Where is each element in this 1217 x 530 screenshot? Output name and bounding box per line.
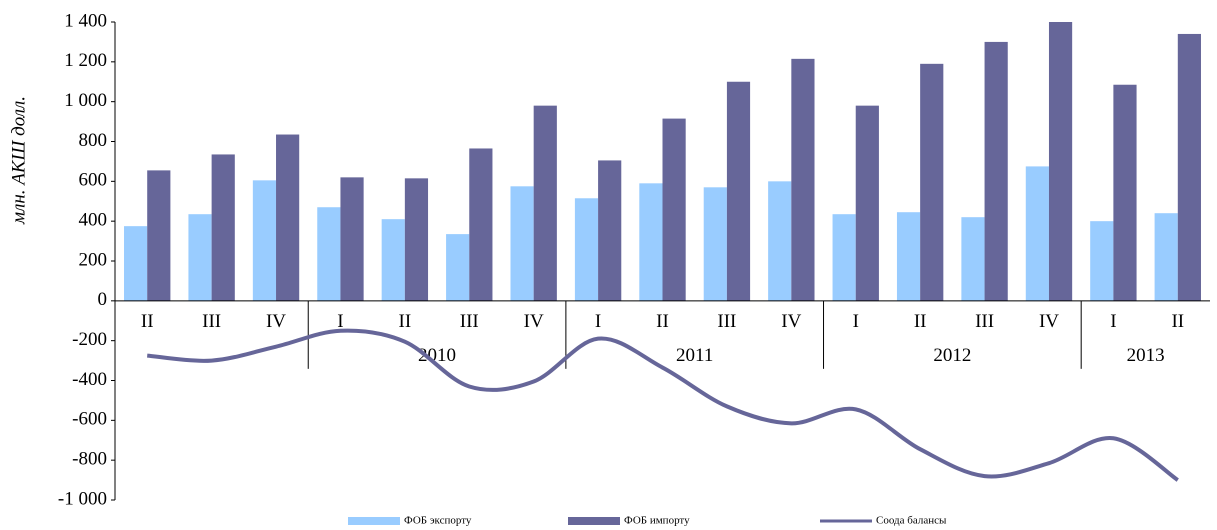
bar [832, 214, 856, 301]
y-tick-label: 400 [79, 210, 108, 231]
legend-label: ФОБ экспорту [404, 515, 472, 527]
legend-swatch [348, 517, 400, 525]
bar [1025, 166, 1049, 301]
x-tick-label: III [460, 311, 479, 332]
bar [1048, 22, 1073, 301]
x-tick-label: II [141, 311, 154, 332]
group-label: 2013 [1127, 345, 1165, 366]
y-tick-label: 1 000 [64, 90, 107, 111]
legend-label: Соода балансы [876, 515, 947, 527]
bar [340, 177, 364, 301]
legend-swatch [568, 517, 620, 525]
x-tick-label: IV [1039, 311, 1059, 332]
y-tick-label: -200 [72, 329, 107, 350]
x-tick-label: III [202, 311, 221, 332]
x-tick-label: IV [781, 311, 801, 332]
x-tick-label: IV [266, 311, 286, 332]
x-tick-label: I [337, 311, 343, 332]
bar [252, 180, 277, 301]
legend: ФОБ экспорту ФОБ импорту Соода балансы [348, 515, 947, 527]
y-tick-label: 1 400 [64, 10, 107, 31]
bar [855, 105, 879, 301]
bar [662, 118, 686, 301]
bar [703, 187, 727, 301]
x-tick-label: IV [524, 311, 544, 332]
bar [1154, 213, 1178, 301]
bar [533, 105, 557, 301]
y-tick-label: -800 [72, 449, 107, 470]
legend-label: ФОБ импорту [624, 515, 690, 527]
y-tick-label: -600 [72, 409, 107, 430]
y-tick-label: -1 000 [58, 488, 107, 509]
x-tick-label: II [1171, 311, 1184, 332]
bar [791, 58, 815, 301]
bar [1113, 84, 1137, 301]
bar [124, 226, 148, 301]
bar [211, 154, 235, 301]
bar [768, 181, 792, 301]
bar [147, 170, 171, 301]
x-tick-label: I [595, 311, 601, 332]
y-tick-label: 1 200 [64, 50, 107, 71]
y-tick-label: 600 [79, 170, 108, 191]
bar [188, 214, 212, 301]
x-tick-label: II [656, 311, 669, 332]
y-axis-label: млн. АКШ долл. [8, 96, 29, 225]
bar [984, 41, 1008, 301]
x-tick-label: II [399, 311, 412, 332]
group-label: 2011 [676, 345, 713, 366]
bar [1177, 33, 1201, 301]
bar [920, 63, 944, 301]
bar [598, 160, 622, 301]
x-tick-label: III [975, 311, 994, 332]
y-tick-label: 800 [79, 130, 108, 151]
bar [1090, 221, 1114, 301]
bar [276, 134, 300, 301]
x-tick-label: II [914, 311, 927, 332]
y-tick-label: 200 [79, 249, 108, 270]
bar [469, 148, 493, 301]
bar [510, 186, 534, 301]
y-tick-label: 0 [98, 289, 108, 310]
x-tick-label: III [717, 311, 736, 332]
bar [639, 183, 663, 301]
group-label: 2012 [933, 345, 971, 366]
x-tick-label: I [1110, 311, 1116, 332]
group-label: 2010 [418, 345, 456, 366]
bar [317, 207, 341, 301]
bar [574, 198, 599, 301]
y-tick-label: -400 [72, 369, 107, 390]
balance-line [147, 328, 1179, 482]
x-tick-label: I [853, 311, 859, 332]
bar [381, 219, 405, 301]
bar [961, 217, 985, 301]
bar [404, 178, 429, 301]
bar [446, 234, 470, 301]
bar [726, 81, 751, 301]
bar [896, 212, 921, 301]
